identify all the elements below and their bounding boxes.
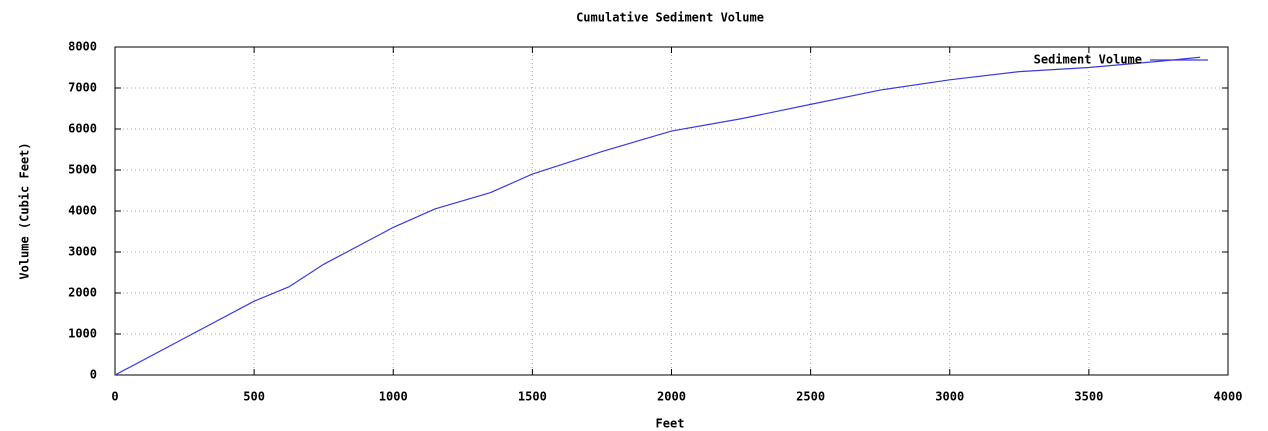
y-tick-label: 0 <box>90 368 97 382</box>
y-tick-label: 1000 <box>68 327 97 341</box>
y-tick-label: 7000 <box>68 81 97 95</box>
y-tick-label: 6000 <box>68 122 97 136</box>
x-tick-label: 4000 <box>1214 390 1243 404</box>
y-axis-label: Volume (Cubic Feet) <box>18 142 32 279</box>
x-tick-label: 1500 <box>518 390 547 404</box>
x-tick-label: 0 <box>111 390 118 404</box>
legend-label: Sediment Volume <box>1034 53 1142 67</box>
plot-frame <box>114 46 1229 376</box>
data-line <box>114 56 1201 376</box>
x-tick-label: 3500 <box>1074 390 1103 404</box>
chart-title: Cumulative Sediment Volume <box>576 11 764 25</box>
y-tick-label: 2000 <box>68 286 97 300</box>
x-tick-label: 2000 <box>657 390 686 404</box>
x-tick-label: 1000 <box>379 390 408 404</box>
x-tick-label: 3000 <box>935 390 964 404</box>
y-tick-label: 8000 <box>68 40 97 54</box>
y-tick-label: 3000 <box>68 245 97 259</box>
x-tick-label: 500 <box>243 390 265 404</box>
x-axis-label: Feet <box>656 417 685 431</box>
y-tick-label: 4000 <box>68 204 97 218</box>
y-tick-label: 5000 <box>68 163 97 177</box>
x-tick-label: 2500 <box>796 390 825 404</box>
